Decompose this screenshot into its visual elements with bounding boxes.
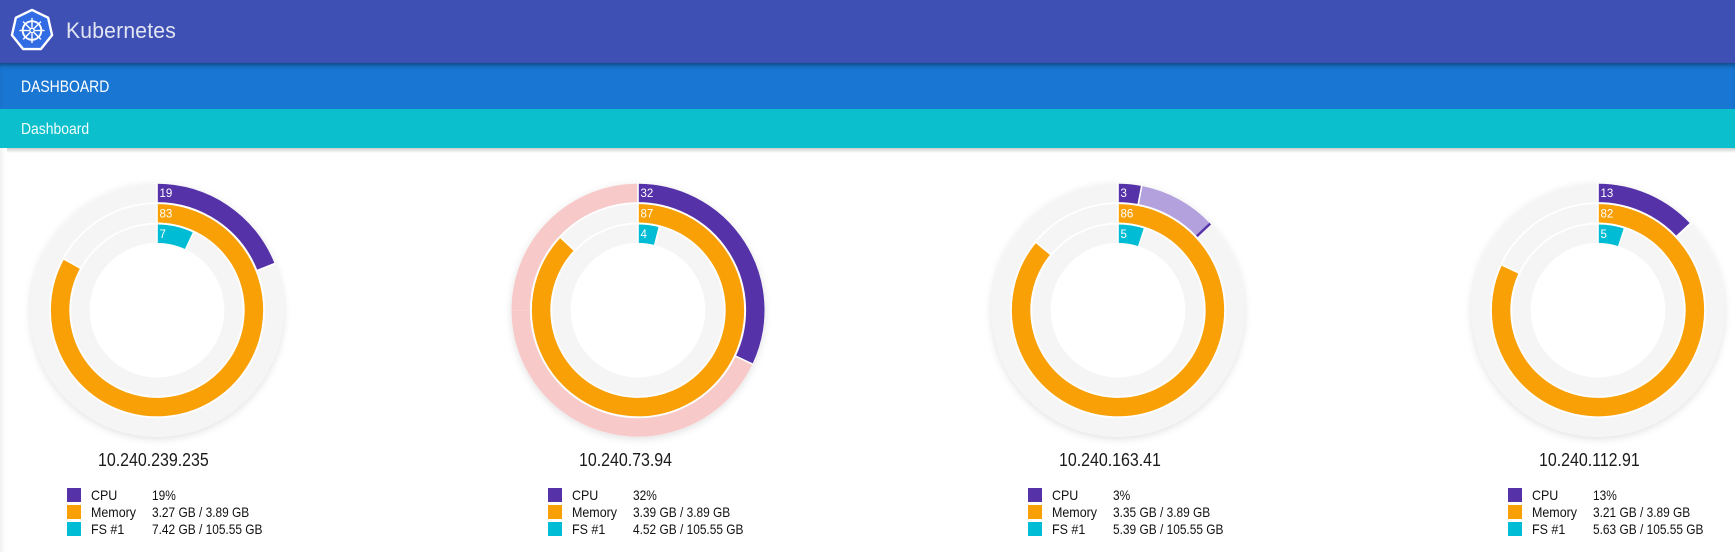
svg-text:83: 83 — [160, 209, 173, 221]
svg-text:19: 19 — [160, 188, 173, 200]
svg-text:86: 86 — [1121, 209, 1134, 221]
svg-text:32: 32 — [641, 188, 654, 200]
svg-text:82: 82 — [1601, 209, 1614, 221]
svg-text:13: 13 — [1601, 188, 1614, 200]
svg-text:4: 4 — [641, 229, 648, 241]
svg-text:5: 5 — [1121, 229, 1127, 241]
svg-text:87: 87 — [641, 209, 654, 221]
svg-text:3: 3 — [1121, 188, 1127, 200]
svg-text:5: 5 — [1601, 229, 1607, 241]
svg-text:7: 7 — [160, 229, 166, 241]
